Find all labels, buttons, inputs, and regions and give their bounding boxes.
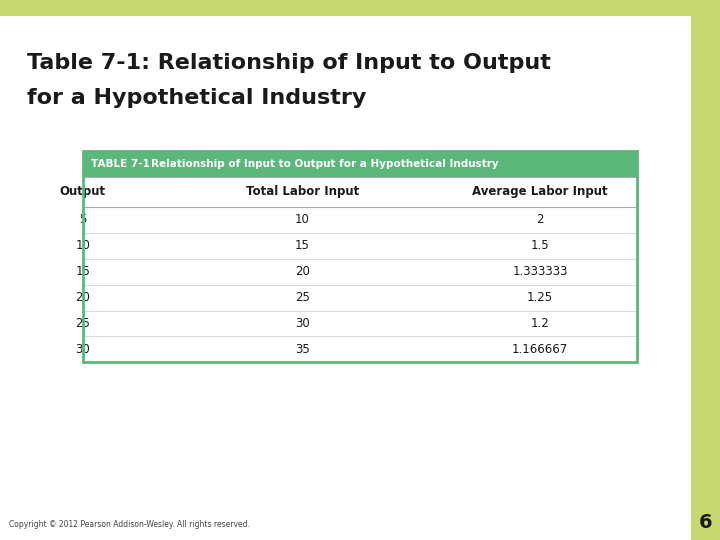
Text: Output: Output xyxy=(60,185,106,199)
Text: 5: 5 xyxy=(79,213,86,226)
Text: 25: 25 xyxy=(76,317,90,330)
Text: 1.166667: 1.166667 xyxy=(512,343,568,356)
Text: 20: 20 xyxy=(76,291,90,304)
Text: 35: 35 xyxy=(295,343,310,356)
Text: 1.2: 1.2 xyxy=(531,317,549,330)
FancyBboxPatch shape xyxy=(83,151,637,177)
FancyBboxPatch shape xyxy=(83,336,637,362)
Text: 15: 15 xyxy=(76,265,90,278)
Text: 2: 2 xyxy=(536,213,544,226)
FancyBboxPatch shape xyxy=(83,259,637,285)
Text: 1.5: 1.5 xyxy=(531,239,549,252)
Text: for a Hypothetical Industry: for a Hypothetical Industry xyxy=(27,88,366,108)
FancyBboxPatch shape xyxy=(83,233,637,259)
Text: 1.25: 1.25 xyxy=(527,291,553,304)
Text: 10: 10 xyxy=(76,239,90,252)
FancyBboxPatch shape xyxy=(83,207,637,233)
FancyBboxPatch shape xyxy=(83,310,637,336)
FancyBboxPatch shape xyxy=(83,285,637,310)
Text: 30: 30 xyxy=(295,317,310,330)
Text: 20: 20 xyxy=(295,265,310,278)
Text: Table 7-1: Relationship of Input to Output: Table 7-1: Relationship of Input to Outp… xyxy=(27,53,552,73)
Text: Total Labor Input: Total Labor Input xyxy=(246,185,359,199)
FancyBboxPatch shape xyxy=(691,505,720,540)
Text: 10: 10 xyxy=(295,213,310,226)
Text: 25: 25 xyxy=(295,291,310,304)
Text: 6: 6 xyxy=(699,513,712,532)
Text: 1.333333: 1.333333 xyxy=(512,265,568,278)
Text: TABLE 7-1: TABLE 7-1 xyxy=(91,159,150,169)
Text: 15: 15 xyxy=(295,239,310,252)
Text: Average Labor Input: Average Labor Input xyxy=(472,185,608,199)
Text: Copyright © 2012 Pearson Addison-Wesley. All rights reserved.: Copyright © 2012 Pearson Addison-Wesley.… xyxy=(9,521,250,529)
Text: Relationship of Input to Output for a Hypothetical Industry: Relationship of Input to Output for a Hy… xyxy=(151,159,499,169)
FancyBboxPatch shape xyxy=(0,16,691,540)
Text: 30: 30 xyxy=(76,343,90,356)
FancyBboxPatch shape xyxy=(83,177,637,207)
